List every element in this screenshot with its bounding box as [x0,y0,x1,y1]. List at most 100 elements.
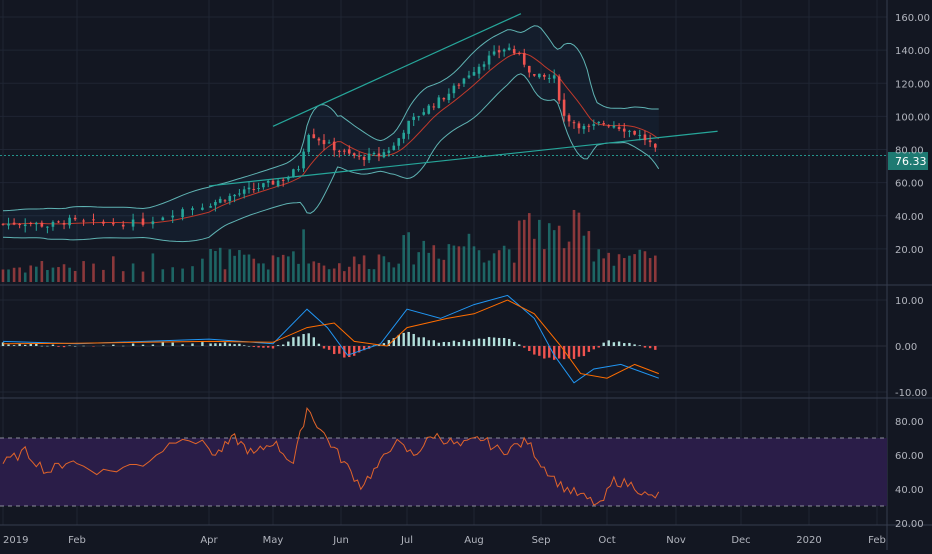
macd-histogram-bar [243,345,246,346]
volume-bar [487,260,491,282]
macd-histogram-bar [533,346,536,355]
volume-bar [437,258,441,282]
macd-histogram-bar [417,337,420,346]
candle-body [507,47,511,51]
price-axis-tick: 100.00 [895,112,930,123]
macd-histogram-bar [191,343,194,346]
macd-histogram-bar [24,344,27,346]
volume-bar [238,250,241,282]
candle-body [218,198,222,203]
last-price-badge [888,152,928,170]
macd-histogram-bar [262,346,265,348]
candle-body [242,189,246,194]
x-axis-tick: 2019 [3,535,28,546]
volume-bar [362,255,366,282]
volume-bar [432,245,436,282]
macd-histogram-bar [437,342,441,346]
candle-body [592,124,596,126]
macd-histogram-bar [472,339,476,346]
macd-histogram-bar [201,342,204,346]
volume-bar [357,264,361,282]
volume-bar [209,249,212,282]
macd-histogram-bar [507,338,511,346]
candle-body [377,153,381,156]
candle-body [46,226,49,228]
volume-bar [297,263,300,282]
candle-body [297,169,300,171]
volume-bars [1,209,657,282]
macd-signal-line [2,299,659,379]
macd-histogram-bar [477,338,481,346]
bollinger-upper [2,25,659,212]
macd-histogram-bar [528,346,531,351]
macd-histogram-bar [592,346,595,350]
x-axis-tick: Apr [200,535,218,546]
volume-bar [141,271,145,282]
candle-body [57,221,60,223]
x-axis-tick: Oct [598,535,615,546]
macd-histogram-bar [553,346,556,360]
candle-body [633,130,636,135]
volume-bar [23,272,27,282]
volume-bar [131,263,135,282]
macd-histogram-bar [209,343,212,346]
volume-bar [552,230,556,282]
macd-histogram-bar [102,345,105,347]
macd-histogram-bar [382,343,386,346]
candle-body [552,75,556,79]
candle-body [252,189,256,191]
candle-body [338,150,341,152]
volume-bar [533,238,536,282]
volume-bar [557,225,561,282]
x-axis-tick: Aug [464,535,484,546]
x-axis-labels: 2019 Feb Apr May Jun Jul Aug Sep Oct Nov Dec 2020 Fe… [3,535,886,546]
volume-bar [73,270,77,282]
macd-histogram-bar [161,342,164,346]
macd-histogram-bar [643,346,647,348]
candle-body [557,76,561,101]
macd-histogram-bar [648,346,652,349]
candle-body [447,93,451,101]
volume-bar [577,212,581,282]
macd-histogram-bar [557,346,561,359]
price-axis-tick: 120.00 [895,79,930,90]
volume-bar [46,270,49,282]
rsi-line [2,407,660,506]
volume-bar [29,265,33,282]
macd-histogram-bar [457,342,461,346]
candle-body [417,116,421,118]
upper-trendline[interactable] [272,13,522,127]
macd-histogram-bar [607,340,610,346]
volume-bar [92,263,95,282]
price-axis-tick: 140.00 [895,46,930,57]
candle-body [587,125,591,127]
candle-body [223,200,227,202]
volume-bar [121,271,125,282]
macd-histogram-bar [282,344,285,346]
candle-body [191,208,194,211]
volume-bar [266,269,270,282]
candle-body [582,126,586,130]
price-axis-tick: 160.00 [895,13,930,24]
volume-bar [497,250,501,282]
volume-bar [538,219,541,282]
candle-body [62,222,66,225]
candle-body [131,219,135,227]
candle-body [201,207,204,210]
volume-bar [68,267,71,282]
macd-histogram-bar [131,343,135,346]
macd-histogram-bar [333,346,336,355]
macd-histogram-bar [377,345,381,346]
macd-histogram-bar [233,344,236,346]
candle-body [407,120,410,134]
price-axis-tick: 40.00 [895,212,924,223]
volume-bar [233,255,236,282]
macd-histogram-bar [502,337,506,346]
volume-bar [191,266,194,282]
volume-bar [467,233,471,282]
rsi-axis-tick: 80.00 [895,417,924,428]
candle-body [648,140,652,143]
candle-body [23,224,27,227]
